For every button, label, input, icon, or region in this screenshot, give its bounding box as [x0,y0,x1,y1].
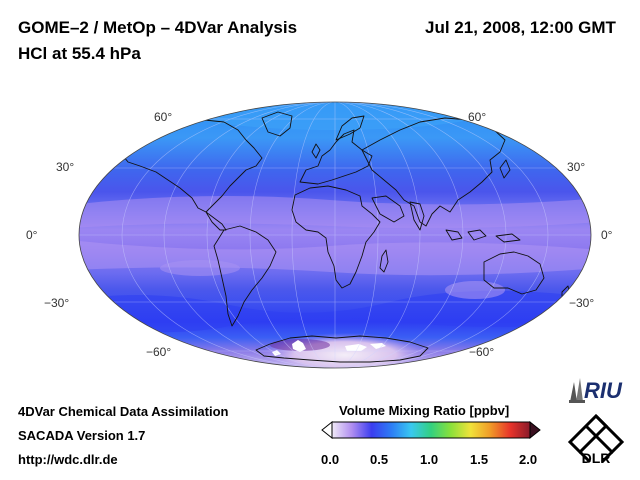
colorbar [321,420,541,440]
colorbar-gradient [331,421,531,439]
coast-scandinavia [335,115,365,141]
coast-indonesia-2 [467,229,487,241]
map-field [79,102,591,368]
title-line-1: GOME–2 / MetOp – 4DVar Analysis [18,18,298,37]
datetime-label: Jul 21, 2008, 12:00 GMT [425,18,616,37]
title-line-2: HCl at 55.4 hPa [18,44,141,63]
coast-japan [499,159,511,179]
colorbar-low-arrow [321,420,333,440]
colorbar-tick-1: 0.5 [370,452,389,467]
coast-africa [291,185,381,289]
coastlines [119,111,571,363]
coast-central-america [205,211,227,231]
map-border [78,101,592,369]
lat-label-left-60: 60° [154,110,173,124]
lat-label-right-minus30: −30° [569,296,595,310]
lat-label-left-30: 30° [56,160,75,174]
polar-white-patch-4 [370,343,386,349]
riu-logo-tower-1 [570,382,577,402]
lat-label-left-0: 0° [26,228,38,242]
lat-label-left-minus60: −60° [146,345,172,359]
footer-line-1: 4DVar Chemical Data Assimilation [18,404,229,419]
coast-europe [299,129,373,185]
colorbar-tick-3: 1.5 [470,452,489,467]
lat-label-right-0: 0° [601,228,613,242]
footer-line-3: http://wdc.dlr.de [18,452,118,467]
riu-logo: RIU [569,378,623,403]
graticule [79,102,591,368]
dlr-logo: DLR [567,413,625,466]
coast-madagascar [379,249,389,273]
colorbar-tick-0: 0.0 [321,452,340,467]
riu-logo-text: RIU [584,378,623,403]
lat-label-right-60: 60° [468,110,487,124]
coast-indonesia-1 [445,229,463,241]
coast-uk [311,143,321,159]
coast-greenland [261,111,293,137]
colorbar-tick-2: 1.0 [420,452,439,467]
colorbar-title: Volume Mixing Ratio [ppbv] [339,403,510,418]
coast-antarctica [255,335,429,363]
coast-arabia [371,195,405,223]
patch-indian-ocean [445,281,505,299]
lat-label-right-30: 30° [567,160,586,174]
riu-logo-base [569,400,585,403]
coast-asia [361,117,506,227]
lat-label-right-minus60: −60° [469,345,495,359]
footer-line-2: SACADA Version 1.7 [18,428,146,443]
coast-australia [483,251,545,295]
coast-new-guinea [495,233,521,243]
coast-south-america [213,225,277,327]
dlr-logo-text: DLR [582,450,611,466]
lat-label-left-minus30: −30° [44,296,70,310]
polar-white-patch-3 [345,344,367,351]
polar-white-patch-1 [292,340,306,352]
riu-logo-tower-2 [576,378,583,402]
colorbar-high-arrow [529,420,541,440]
dlr-logo-emblem [567,413,625,464]
colorbar-tick-4: 2.0 [519,452,538,467]
coast-india [409,201,425,231]
patch-pacific [160,260,240,276]
